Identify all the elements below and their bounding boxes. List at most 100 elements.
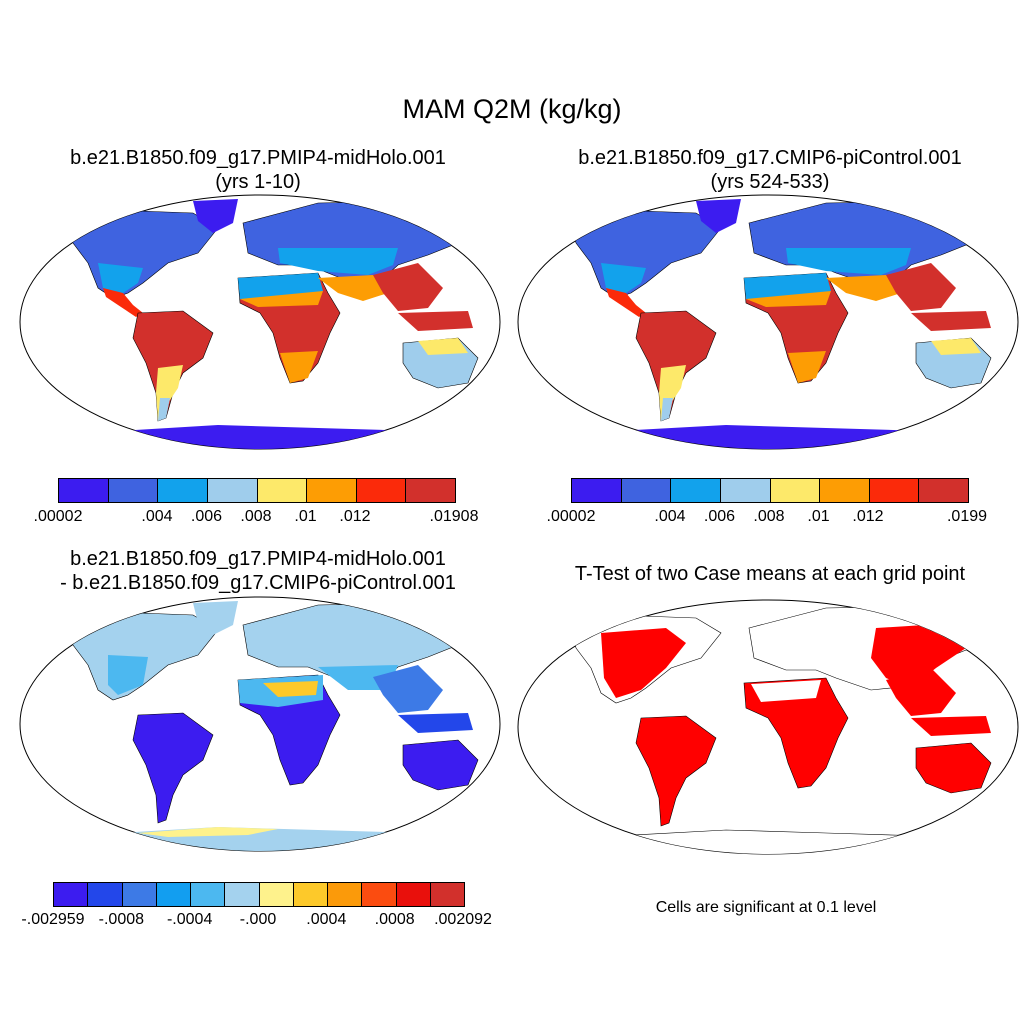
map4-antarctica (518, 829, 1018, 854)
cb3-swatch-5 (225, 883, 260, 906)
cb1-tick-label: .008 (240, 508, 272, 525)
map4-south-america (635, 715, 717, 827)
cb2-swatch-4 (770, 479, 821, 502)
cb3-swatch-8 (328, 883, 363, 906)
panel2-title-line2: (yrs 524-533) (710, 171, 830, 193)
map1-central-america (103, 288, 143, 317)
map2-africa-south (788, 351, 826, 383)
cb3-swatch-6 (259, 883, 294, 906)
cb2-tick-label: .01 (807, 508, 830, 525)
map1-africa-south (280, 351, 318, 383)
map-panel4 (517, 599, 1019, 855)
map1-greenland (193, 199, 238, 233)
map3-antarctica-warm (138, 827, 278, 837)
cb1-swatch-4 (257, 479, 308, 502)
map2-australia-north (931, 338, 981, 355)
map-panel3 (19, 596, 501, 852)
map1-asia-mid (278, 248, 398, 275)
map2-indonesia (911, 311, 991, 331)
map2-asia-mid (786, 248, 911, 275)
panel4-title: T-Test of two Case means at each grid po… (574, 563, 966, 585)
map4-se-asia (886, 668, 956, 716)
colorbar-panel3 (53, 882, 465, 907)
cb3-tick-label: -.0004 (166, 911, 213, 928)
cb3-swatch-10 (396, 883, 431, 906)
cb1-swatch-5 (307, 479, 357, 502)
panel1-title: b.e21.B1850.f09_g17.PMIP4-midHolo.001 (y… (20, 146, 496, 194)
map4-na-significant (601, 628, 686, 698)
map2-sa-tip (661, 398, 673, 421)
map2-antarctica (518, 425, 1018, 449)
map3-australia (402, 739, 479, 791)
map4-continents (518, 605, 1018, 854)
map3-greenland (193, 601, 238, 635)
map4-asia-significant (871, 623, 966, 688)
cb1-swatch-7 (406, 479, 455, 502)
map1-na-south (98, 263, 143, 298)
colorbar-panel2 (571, 478, 969, 503)
cb1-tick-label: .006 (190, 508, 223, 525)
colorbar-panel1 (58, 478, 456, 503)
cb3-swatch-4 (191, 883, 226, 906)
map4-sahara-blank (751, 680, 821, 702)
cb2-tick-label: .00002 (546, 508, 596, 525)
cb2-tick-label: .004 (654, 508, 686, 525)
cb2-swatch-6 (869, 479, 920, 502)
map4-australia (915, 742, 992, 794)
cb1-swatch-6 (356, 479, 407, 502)
cb1-tick-label: .00002 (33, 508, 83, 525)
map1-antarctica (20, 425, 500, 449)
map3-se-asia (373, 665, 443, 713)
map2-central-america (606, 288, 646, 317)
map2-arabia-india (826, 275, 901, 301)
map3-south-america (132, 712, 214, 824)
panel1-title-line1: b.e21.B1850.f09_g17.PMIP4-midHolo.001 (70, 147, 446, 169)
panel1-title-line2: (yrs 1-10) (215, 171, 301, 193)
map3-indonesia (398, 713, 473, 733)
map1-south-america (132, 310, 214, 422)
main-title: MAM Q2M (kg/kg) (402, 94, 622, 124)
cb1-swatch-3 (207, 479, 258, 502)
map2-greenland (696, 199, 741, 233)
cb2-swatch-5 (820, 479, 870, 502)
cb1-tick-label: .012 (339, 508, 371, 525)
panel2-title: b.e21.B1850.f09_g17.CMIP6-piControl.001 … (518, 146, 1022, 194)
cb2-tick-label: .006 (703, 508, 736, 525)
cb1-swatch-0 (59, 479, 109, 502)
panel3-title-line1: b.e21.B1850.f09_g17.PMIP4-midHolo.001 (70, 548, 446, 570)
map1-arabia-india (318, 275, 388, 301)
cb3-tick-label: -.000 (239, 911, 277, 928)
cb1-tick-label: .004 (141, 508, 173, 525)
cb1-tick-label: .01908 (429, 508, 479, 525)
cb2-swatch-2 (671, 479, 721, 502)
cb2-tick-label: .0199 (946, 508, 988, 525)
map-panel2 (517, 194, 1019, 450)
cb2-tick-label: .012 (852, 508, 884, 525)
cb3-tick-label: -.002959 (21, 911, 85, 928)
map1-australia-north (418, 338, 468, 355)
map1-se-asia (373, 263, 443, 311)
cb2-swatch-0 (572, 479, 622, 502)
cb3-swatch-7 (293, 883, 328, 906)
cb1-swatch-1 (108, 479, 159, 502)
map3-continents (20, 601, 500, 851)
cb3-tick-label: .002092 (434, 911, 492, 928)
map3-sahara-hot (263, 681, 318, 697)
cb3-swatch-9 (362, 883, 397, 906)
map4-africa (743, 677, 849, 789)
map3-na-east (108, 655, 148, 695)
map2-se-asia (886, 263, 956, 311)
cb3-tick-label: .0008 (374, 911, 415, 928)
map4-indonesia (911, 716, 991, 736)
cb3-swatch-1 (88, 883, 123, 906)
cb3-swatch-11 (430, 883, 464, 906)
map2-na-south (601, 263, 646, 298)
map-panel1 (19, 194, 501, 450)
panel3-title-line2: - b.e21.B1850.f09_g17.CMIP6-piControl.00… (60, 572, 456, 594)
cb3-tick-label: .0004 (306, 911, 347, 928)
cb1-swatch-2 (158, 479, 208, 502)
map1-sahel (240, 291, 323, 307)
cb3-swatch-0 (54, 883, 89, 906)
cb1-tick-label: .01 (294, 508, 317, 525)
cb3-swatch-3 (156, 883, 191, 906)
